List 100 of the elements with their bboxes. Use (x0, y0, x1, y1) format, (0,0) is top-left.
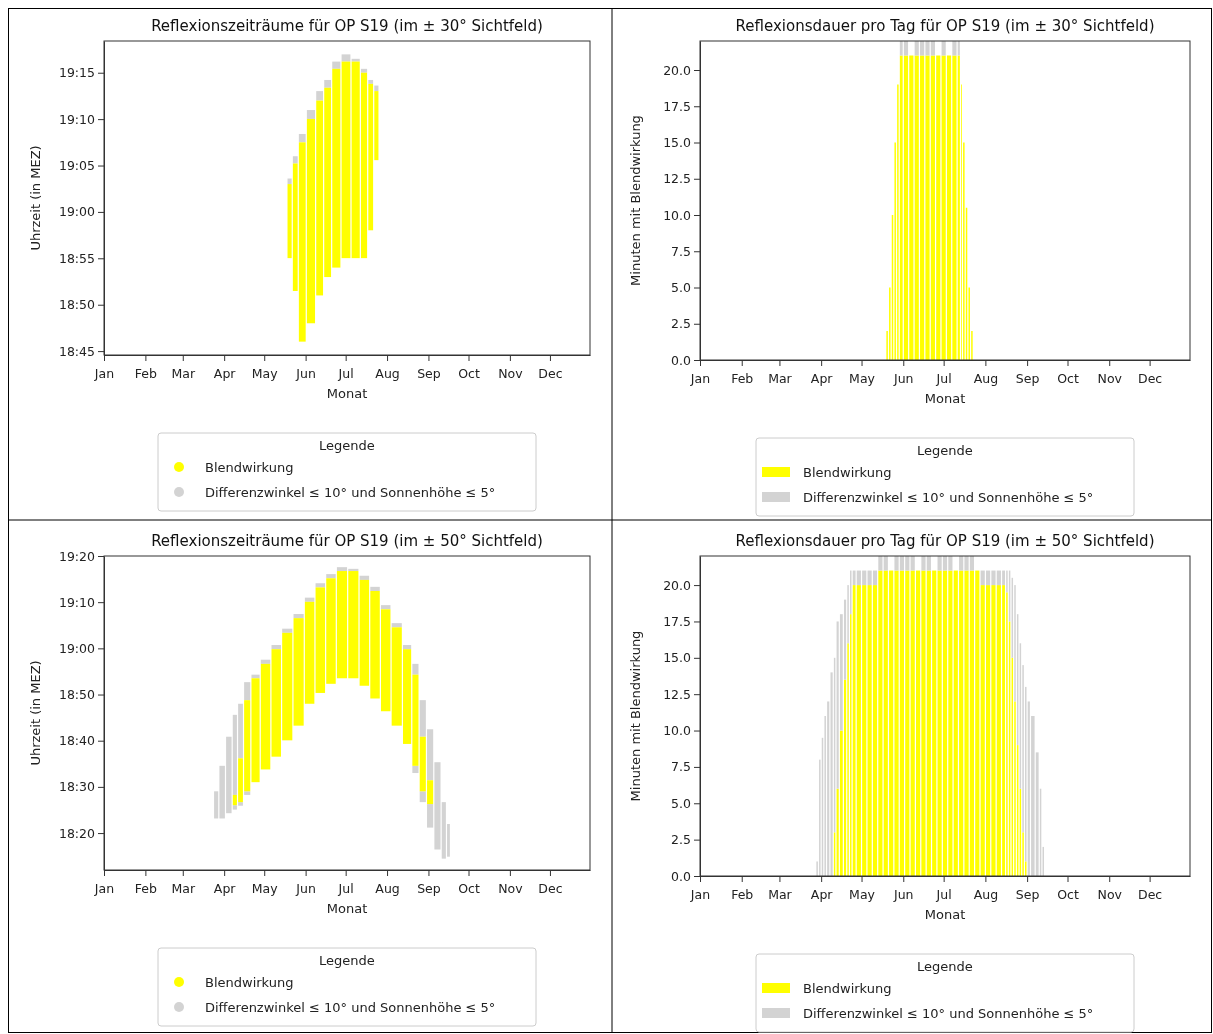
x-tick-label: May (849, 886, 876, 902)
x-tick-label: Oct (1057, 886, 1079, 902)
bar (952, 41, 957, 56)
x-tick-label: Oct (1057, 370, 1079, 386)
legend-label: Differenzwinkel ≤ 10° und Sonnenhöhe ≤ 5° (205, 999, 496, 1015)
x-tick-label: Aug (375, 880, 400, 896)
bar (942, 570, 948, 876)
x-tick-label: Nov (1097, 370, 1123, 386)
x-tick-label: Jul (337, 365, 354, 381)
y-tick-label: 18:20 (58, 825, 96, 841)
bar (244, 682, 251, 701)
bar (391, 623, 402, 628)
y-axis-title: Minuten mit Blendwirkung (628, 630, 643, 802)
bar (827, 701, 830, 876)
y-tick-label: 7.5 (671, 759, 691, 775)
x-tick-label: Mar (171, 880, 196, 896)
bar (315, 583, 326, 588)
y-tick-label: 19:10 (58, 111, 96, 127)
x-tick-label: Jan (93, 365, 115, 381)
y-tick-label: 0.0 (671, 352, 692, 368)
x-tick-label: Dec (1138, 886, 1163, 902)
x-tick-label: Dec (538, 365, 563, 381)
legend-title: Legende (319, 953, 375, 968)
chart-title: Reflexionszeiträume für OP S19 (im ± 50° Sichtfeld) (151, 532, 543, 550)
x-tick-label: May (251, 880, 279, 896)
x-tick-label: Aug (973, 370, 999, 386)
legend-title: Legende (319, 438, 375, 453)
bar (306, 110, 316, 119)
bar (910, 556, 915, 571)
bar (942, 556, 948, 571)
x-tick-label: May (251, 365, 279, 381)
y-tick-label: 18:30 (58, 779, 96, 795)
x-tick-label: Jun (295, 880, 316, 896)
x-tick-label: Jan (689, 370, 711, 386)
x-tick-label: Apr (810, 886, 834, 902)
bar (282, 628, 293, 633)
bar (360, 68, 368, 73)
y-axis-title: Minuten mit Blendwirkung (628, 115, 643, 286)
x-axis-title: Monat (924, 907, 966, 922)
x-tick-label: Jun (893, 370, 914, 386)
bar (341, 54, 351, 62)
x-tick-label: Apr (213, 880, 237, 896)
x-tick-label: Dec (538, 880, 563, 896)
x-tick-label: Jul (935, 886, 952, 902)
x-tick-label: Mar (171, 365, 196, 381)
y-tick-label: 15.0 (663, 650, 692, 666)
x-tick-label: Jun (893, 886, 914, 902)
y-tick-label: 19:00 (58, 204, 96, 220)
x-tick-label: Jan (93, 880, 115, 896)
x-tick-label: Jan (689, 886, 711, 902)
bar (941, 41, 946, 56)
y-tick-label: 18:45 (58, 343, 95, 359)
bar (403, 645, 412, 650)
chart-title: Reflexionsdauer pro Tag für OP S19 (im ± 50° Sichtfeld) (735, 532, 1155, 550)
x-tick-label: May (849, 370, 876, 386)
x-tick-label: Jul (935, 370, 952, 386)
bar (292, 156, 298, 164)
bar (251, 674, 260, 679)
x-tick-label: Aug (973, 886, 999, 902)
legend-title: Legende (917, 959, 973, 974)
legend-label: Blendwirkung (803, 980, 892, 996)
bar (293, 613, 304, 619)
bar (304, 597, 315, 602)
x-tick-label: Oct (458, 880, 480, 896)
y-tick-label: 19:10 (58, 594, 96, 610)
y-tick-label: 15.0 (663, 135, 692, 150)
y-tick-label: 5.0 (671, 280, 692, 295)
legend-label: Blendwirkung (205, 459, 294, 475)
y-tick-label: 17.5 (663, 613, 691, 629)
bar (260, 659, 271, 664)
x-tick-label: Mar (768, 886, 793, 902)
bar (271, 645, 281, 650)
x-tick-label: Nov (498, 880, 524, 896)
x-tick-label: Feb (731, 886, 754, 902)
legend-label: Blendwirkung (205, 974, 294, 990)
bar (380, 605, 391, 610)
y-tick-label: 20.0 (663, 577, 692, 593)
bar (326, 574, 336, 579)
y-tick-label: 5.0 (671, 795, 692, 811)
y-tick-label: 12.5 (663, 686, 691, 702)
bar (316, 91, 324, 101)
legend-label: Differenzwinkel ≤ 10° und Sonnenhöhe ≤ 5° (205, 484, 496, 500)
x-tick-label: Sep (1015, 886, 1040, 902)
y-tick-label: 18:50 (58, 297, 96, 313)
legend-label: Differenzwinkel ≤ 10° und Sonnenhöhe ≤ 5° (803, 489, 1094, 505)
bar (872, 570, 878, 586)
legend-title: Legende (917, 443, 973, 458)
x-tick-label: Nov (1097, 886, 1123, 902)
bar (419, 791, 426, 803)
legend-label: Differenzwinkel ≤ 10° und Sonnenhöhe ≤ 5° (803, 1005, 1094, 1021)
y-tick-label: 19:20 (58, 548, 96, 564)
y-tick-label: 0.0 (671, 868, 692, 884)
bar (883, 556, 888, 571)
x-axis-title: Monat (326, 386, 368, 401)
bar (298, 133, 306, 143)
y-tick-label: 2.5 (671, 832, 691, 848)
bar (412, 765, 419, 774)
bar (370, 586, 380, 591)
x-tick-label: Sep (417, 880, 441, 896)
y-tick-label: 19:00 (58, 640, 96, 656)
